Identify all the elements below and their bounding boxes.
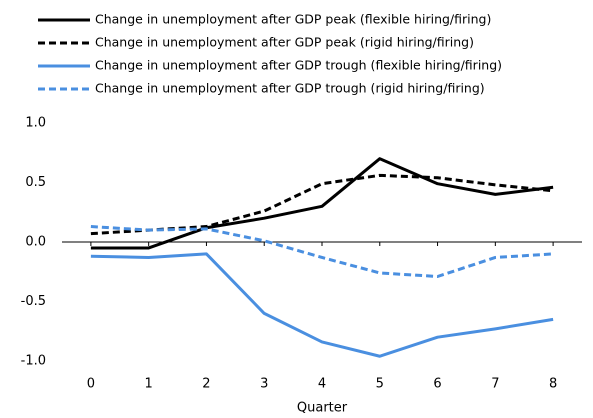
y-tick-label: -1.0 [21,354,46,369]
series-line [90,157,554,250]
legend-label: Change in unemployment after GDP peak (f… [95,12,491,27]
legend-label: Change in unemployment after GDP peak (r… [95,35,474,50]
series-line [90,225,554,279]
y-tick-label: 0.5 [25,175,46,190]
legend-label: Change in unemployment after GDP trough … [95,81,485,96]
x-tick-label: 5 [376,377,384,392]
x-axis-label: Quarter [297,401,348,416]
x-tick-label: 0 [87,377,95,392]
x-tick-label: 7 [491,377,499,392]
y-tick-label: 1.0 [25,116,46,131]
x-tick-label: 2 [202,377,210,392]
x-tick-label: 4 [318,377,326,392]
x-tick-label: 6 [433,377,441,392]
x-tick-label: 8 [549,377,557,392]
x-tick-label: 1 [145,377,153,392]
series-line [90,252,554,358]
y-tick-label: -0.5 [21,294,46,309]
x-tick-label: 3 [260,377,268,392]
legend-label: Change in unemployment after GDP trough … [95,58,502,73]
y-tick-label: 0.0 [25,235,46,250]
